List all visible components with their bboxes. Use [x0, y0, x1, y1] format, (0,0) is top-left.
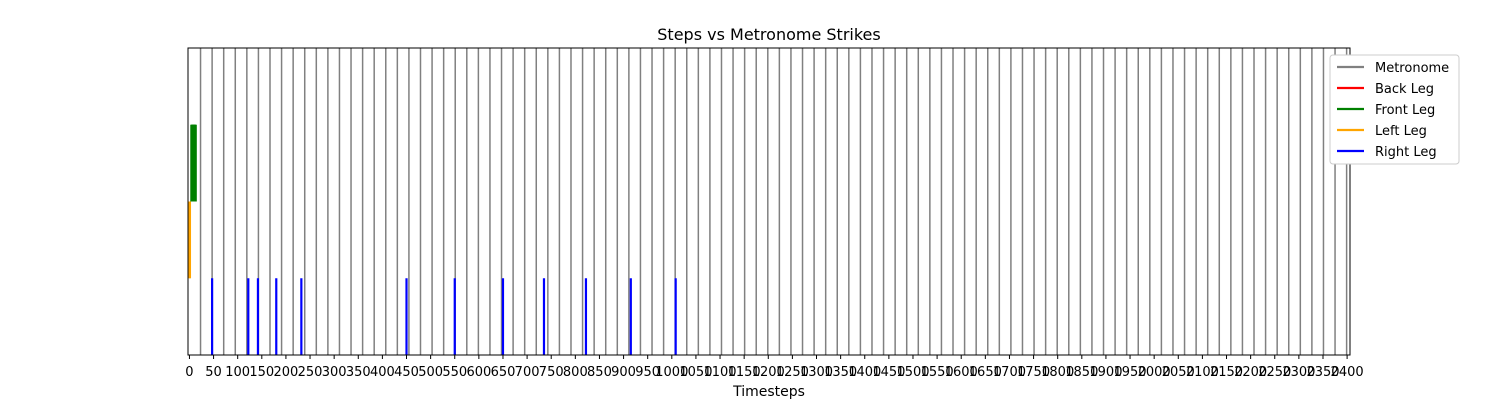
x-tick-label-400: 400: [370, 365, 395, 380]
x-tick-label-1250: 1250: [776, 365, 809, 380]
legend-label-front-leg: Front Leg: [1375, 103, 1435, 118]
legend-label-right-leg: Right Leg: [1375, 145, 1437, 160]
x-tick-label-850: 850: [587, 365, 612, 380]
x-tick-label-150: 150: [249, 365, 274, 380]
x-tick-label-1050: 1050: [679, 365, 712, 380]
x-tick-label-700: 700: [515, 365, 540, 380]
x-axis-label: Timesteps: [732, 384, 805, 400]
x-tick-label-1600: 1600: [945, 365, 978, 380]
x-tick-label-1800: 1800: [1041, 365, 1074, 380]
x-tick-label-2400: 2400: [1331, 365, 1364, 380]
x-tick-label-1350: 1350: [824, 365, 857, 380]
x-tick-label-1150: 1150: [728, 365, 761, 380]
x-tick-label-500: 500: [418, 365, 443, 380]
x-tick-label-2000: 2000: [1138, 365, 1171, 380]
legend-label-metronome: Metronome: [1375, 61, 1449, 76]
legend: Metronome Back Leg Front Leg Left Leg Right …: [1329, 54, 1460, 165]
x-tick-label-1900: 1900: [1089, 365, 1122, 380]
x-tick-label-1300: 1300: [800, 365, 833, 380]
x-tick-label-2350: 2350: [1306, 365, 1339, 380]
x-tick-label-950: 950: [635, 365, 660, 380]
x-tick-label-1400: 1400: [848, 365, 881, 380]
x-tick-label-1100: 1100: [703, 365, 736, 380]
x-tick-label-900: 900: [611, 365, 636, 380]
x-tick-label-100: 100: [225, 365, 250, 380]
legend-label-left-leg: Left Leg: [1375, 124, 1427, 139]
axes-frame: [187, 47, 1351, 356]
x-tick-label-1450: 1450: [872, 365, 905, 380]
x-tick-label-250: 250: [298, 365, 323, 380]
x-tick-label-450: 450: [394, 365, 419, 380]
x-tick-label-1000: 1000: [655, 365, 688, 380]
x-tick-label-2150: 2150: [1210, 365, 1243, 380]
x-tick-label-2250: 2250: [1258, 365, 1291, 380]
x-tick-label-600: 600: [466, 365, 491, 380]
x-tick-label-300: 300: [322, 365, 347, 380]
x-tick-label-1850: 1850: [1065, 365, 1098, 380]
plot-area: [188, 48, 1348, 355]
x-tick-label-2100: 2100: [1186, 365, 1219, 380]
x-tick-label-2050: 2050: [1162, 365, 1195, 380]
legend-label-back-leg: Back Leg: [1375, 82, 1434, 97]
x-tick-label-550: 550: [442, 365, 467, 380]
x-tick-label-800: 800: [563, 365, 588, 380]
x-tick-label-1200: 1200: [752, 365, 785, 380]
x-tick-label-0: 0: [185, 365, 193, 380]
x-tick-label-1750: 1750: [1017, 365, 1050, 380]
x-tick-label-1500: 1500: [896, 365, 929, 380]
x-tick-label-1950: 1950: [1113, 365, 1146, 380]
x-tick-label-2200: 2200: [1234, 365, 1267, 380]
x-tick-label-200: 200: [274, 365, 299, 380]
x-tick-label-750: 750: [539, 365, 564, 380]
x-tick-label-650: 650: [491, 365, 516, 380]
x-tick-label-1700: 1700: [993, 365, 1026, 380]
chart-title: Steps vs Metronome Strikes: [657, 25, 880, 44]
x-axis: 0 50 100 150 200 250 300 350 400 450 500 550 600 650 7…: [185, 355, 1364, 380]
x-tick-label-2300: 2300: [1282, 365, 1315, 380]
x-tick-label-50: 50: [205, 365, 222, 380]
x-tick-label-350: 350: [346, 365, 371, 380]
x-tick-label-1550: 1550: [921, 365, 954, 380]
legend-box: [1329, 54, 1460, 165]
x-tick-label-1650: 1650: [969, 365, 1002, 380]
